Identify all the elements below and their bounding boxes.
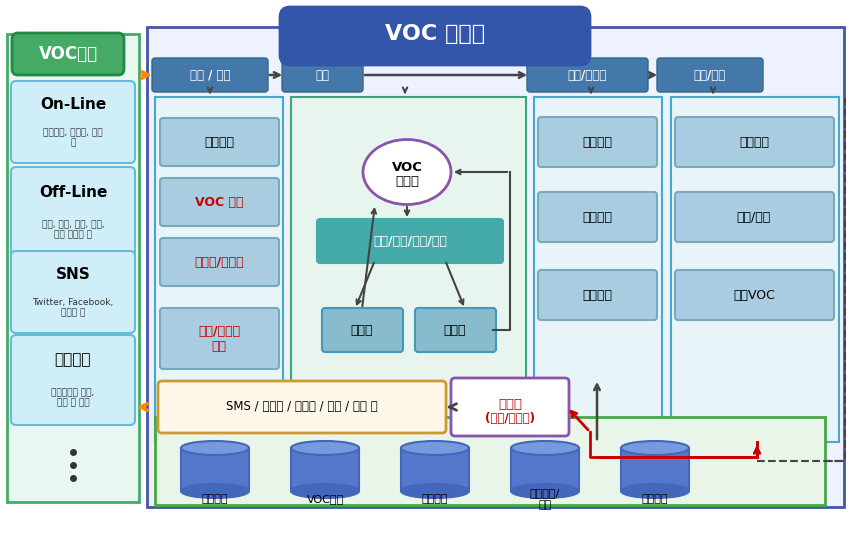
Text: VOC정보: VOC정보 — [306, 494, 343, 504]
FancyBboxPatch shape — [11, 167, 135, 257]
Text: 관리자: 관리자 — [395, 174, 419, 188]
FancyBboxPatch shape — [674, 270, 833, 320]
Text: 인트라넷: 인트라넷 — [641, 494, 667, 504]
Ellipse shape — [291, 441, 358, 455]
Text: 피드백: 피드백 — [497, 398, 521, 411]
Text: 승인/반려/이관/협조: 승인/반려/이관/협조 — [373, 234, 446, 247]
FancyBboxPatch shape — [152, 58, 268, 92]
Bar — [154, 97, 282, 442]
Bar — [7, 34, 139, 502]
Bar — [533, 97, 661, 442]
Text: (고객/관리자): (고객/관리자) — [485, 413, 534, 426]
FancyBboxPatch shape — [415, 308, 496, 352]
FancyBboxPatch shape — [526, 58, 647, 92]
Bar — [291, 448, 358, 491]
Bar — [147, 27, 843, 507]
Text: 지식관리/
통계: 지식관리/ 통계 — [529, 488, 560, 510]
Text: VOC: VOC — [392, 160, 422, 173]
Bar — [154, 417, 824, 505]
Text: 홈페이지, 이메일, 문자
등: 홈페이지, 이메일, 문자 등 — [44, 128, 102, 148]
Text: 모니터링: 모니터링 — [738, 135, 768, 149]
Ellipse shape — [510, 484, 578, 498]
Text: 서비스개선 요청,
건의 및 개선: 서비스개선 요청, 건의 및 개선 — [51, 388, 95, 408]
Text: 사이트/중요도: 사이트/중요도 — [194, 256, 243, 268]
FancyBboxPatch shape — [160, 178, 279, 226]
Text: VOC수집: VOC수집 — [38, 45, 97, 63]
FancyBboxPatch shape — [674, 117, 833, 167]
Text: SNS: SNS — [55, 266, 90, 281]
FancyBboxPatch shape — [322, 308, 403, 352]
Text: Off-Line: Off-Line — [38, 184, 107, 199]
Text: 고객정보: 고객정보 — [201, 494, 228, 504]
FancyBboxPatch shape — [160, 118, 279, 166]
Bar — [291, 97, 525, 442]
Text: 접수 / 분류: 접수 / 분류 — [189, 69, 230, 81]
FancyBboxPatch shape — [11, 81, 135, 163]
Ellipse shape — [291, 484, 358, 498]
FancyBboxPatch shape — [450, 378, 568, 436]
Text: 담당자: 담당자 — [351, 324, 373, 336]
Text: 답변완료: 답변완료 — [581, 211, 612, 223]
Ellipse shape — [510, 441, 578, 455]
FancyBboxPatch shape — [12, 33, 124, 75]
FancyBboxPatch shape — [280, 7, 589, 65]
Bar — [620, 448, 688, 491]
FancyBboxPatch shape — [537, 270, 656, 320]
Text: 내부고객: 내부고객 — [55, 353, 91, 368]
Text: SMS / 이메일 / 게시판 / 전화 / 대면 등: SMS / 이메일 / 게시판 / 전화 / 대면 등 — [226, 400, 377, 413]
Text: 반복VOC: 반복VOC — [732, 289, 774, 301]
FancyBboxPatch shape — [158, 381, 445, 433]
FancyBboxPatch shape — [537, 117, 656, 167]
Text: VOC 유형: VOC 유형 — [194, 196, 243, 208]
Ellipse shape — [620, 484, 688, 498]
FancyBboxPatch shape — [11, 335, 135, 425]
Ellipse shape — [363, 139, 450, 204]
Text: Twitter, Facebook,
블로그 등: Twitter, Facebook, 블로그 등 — [32, 299, 113, 317]
Ellipse shape — [401, 441, 468, 455]
Text: 배정: 배정 — [315, 69, 328, 81]
Text: 지연관리: 지연관리 — [581, 289, 612, 301]
Text: 전화, 방문, 우편, 교육,
설문 이벤트 등: 전화, 방문, 우편, 교육, 설문 이벤트 등 — [42, 221, 104, 240]
FancyBboxPatch shape — [674, 192, 833, 242]
FancyBboxPatch shape — [11, 251, 135, 333]
FancyBboxPatch shape — [160, 238, 279, 286]
Ellipse shape — [181, 484, 249, 498]
Bar — [401, 448, 468, 491]
FancyBboxPatch shape — [281, 58, 363, 92]
Text: 채널/서비스
유형: 채널/서비스 유형 — [198, 325, 240, 353]
Text: 중간회신: 중간회신 — [581, 135, 612, 149]
Bar — [181, 448, 249, 491]
FancyBboxPatch shape — [160, 308, 279, 369]
Text: 처리/피드백: 처리/피드백 — [566, 69, 606, 81]
Text: 프로모션: 프로모션 — [421, 494, 448, 504]
FancyBboxPatch shape — [316, 219, 502, 263]
Text: On-Line: On-Line — [40, 96, 106, 111]
FancyBboxPatch shape — [537, 192, 656, 242]
Ellipse shape — [401, 484, 468, 498]
Text: 고객유형: 고객유형 — [204, 135, 234, 149]
Text: 검색/통계: 검색/통계 — [736, 211, 770, 223]
Ellipse shape — [181, 441, 249, 455]
Bar — [670, 97, 838, 442]
FancyBboxPatch shape — [656, 58, 762, 92]
Bar — [510, 448, 578, 491]
Text: 분석/공유: 분석/공유 — [693, 69, 725, 81]
Text: 담당자: 담당자 — [444, 324, 466, 336]
Text: VOC 시스템: VOC 시스템 — [385, 24, 485, 44]
Ellipse shape — [620, 441, 688, 455]
